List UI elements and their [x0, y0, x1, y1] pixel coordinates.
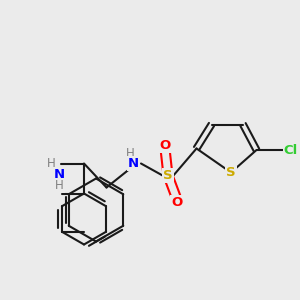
- Text: N: N: [128, 157, 139, 170]
- Text: O: O: [171, 196, 183, 209]
- Text: H: H: [126, 146, 135, 160]
- Text: O: O: [159, 139, 171, 152]
- Text: H: H: [46, 157, 56, 170]
- Text: H: H: [55, 179, 64, 192]
- Text: S: S: [226, 166, 236, 179]
- Text: N: N: [54, 168, 65, 182]
- Text: S: S: [163, 169, 173, 182]
- Text: Cl: Cl: [284, 143, 298, 157]
